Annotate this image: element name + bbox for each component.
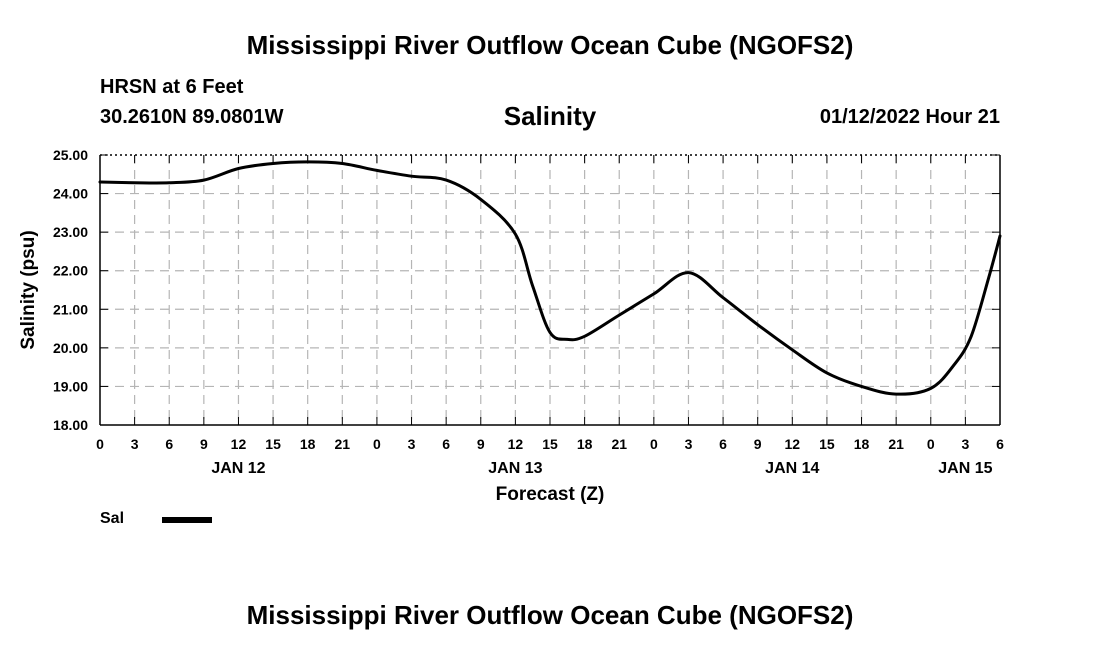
x-tick-label: 0 bbox=[650, 436, 658, 452]
x-tick-label: 21 bbox=[888, 436, 904, 452]
forecast-timestamp: 01/12/2022 Hour 21 bbox=[819, 106, 1000, 128]
station-label: HRSN at 6 Feet bbox=[100, 76, 244, 98]
x-axis-title: Forecast (Z) bbox=[496, 484, 605, 505]
x-tick-label: 12 bbox=[785, 436, 801, 452]
x-tick-label: 18 bbox=[577, 436, 593, 452]
x-tick-label: 0 bbox=[927, 436, 935, 452]
x-tick-label: 3 bbox=[408, 436, 416, 452]
x-tick-label: 6 bbox=[719, 436, 727, 452]
x-tick-label: 3 bbox=[961, 436, 969, 452]
x-tick-label: 15 bbox=[542, 436, 558, 452]
page-title: Mississippi River Outflow Ocean Cube (NG… bbox=[246, 30, 854, 60]
legend-swatch bbox=[162, 517, 212, 523]
y-tick-label: 20.00 bbox=[53, 340, 88, 356]
y-tick-label: 22.00 bbox=[53, 263, 88, 279]
y-tick-label: 24.00 bbox=[53, 186, 88, 202]
date-label: JAN 12 bbox=[211, 460, 265, 477]
x-tick-label: 21 bbox=[611, 436, 627, 452]
y-tick-label: 18.00 bbox=[53, 417, 88, 433]
x-tick-label: 6 bbox=[165, 436, 173, 452]
page-title-repeat: Mississippi River Outflow Ocean Cube (NG… bbox=[246, 600, 854, 630]
date-label: JAN 13 bbox=[488, 460, 542, 477]
x-tick-label: 15 bbox=[819, 436, 835, 452]
y-tick-label: 25.00 bbox=[53, 147, 88, 163]
x-tick-label: 18 bbox=[854, 436, 870, 452]
x-tick-label: 6 bbox=[442, 436, 450, 452]
x-tick-label: 3 bbox=[685, 436, 693, 452]
x-tick-label: 9 bbox=[754, 436, 762, 452]
x-tick-label: 3 bbox=[131, 436, 139, 452]
y-tick-label: 19.00 bbox=[53, 378, 88, 394]
x-tick-label: 21 bbox=[335, 436, 351, 452]
x-tick-label: 0 bbox=[96, 436, 104, 452]
date-label: JAN 14 bbox=[765, 460, 819, 477]
chart-title: Salinity bbox=[503, 101, 597, 131]
date-label: JAN 15 bbox=[938, 460, 992, 477]
x-tick-label: 12 bbox=[231, 436, 247, 452]
x-tick-label: 9 bbox=[200, 436, 208, 452]
station-coordinates: 30.2610N 89.0801W bbox=[100, 106, 284, 128]
x-tick-label: 15 bbox=[265, 436, 281, 452]
y-axis-title: Salinity (psu) bbox=[18, 230, 39, 349]
x-tick-label: 12 bbox=[508, 436, 524, 452]
x-tick-label: 9 bbox=[477, 436, 485, 452]
x-tick-label: 18 bbox=[300, 436, 316, 452]
legend-label: Sal bbox=[100, 510, 125, 527]
x-tick-label: 0 bbox=[373, 436, 381, 452]
x-tick-label: 6 bbox=[996, 436, 1004, 452]
y-tick-label: 21.00 bbox=[53, 301, 88, 317]
y-tick-label: 23.00 bbox=[53, 224, 88, 240]
